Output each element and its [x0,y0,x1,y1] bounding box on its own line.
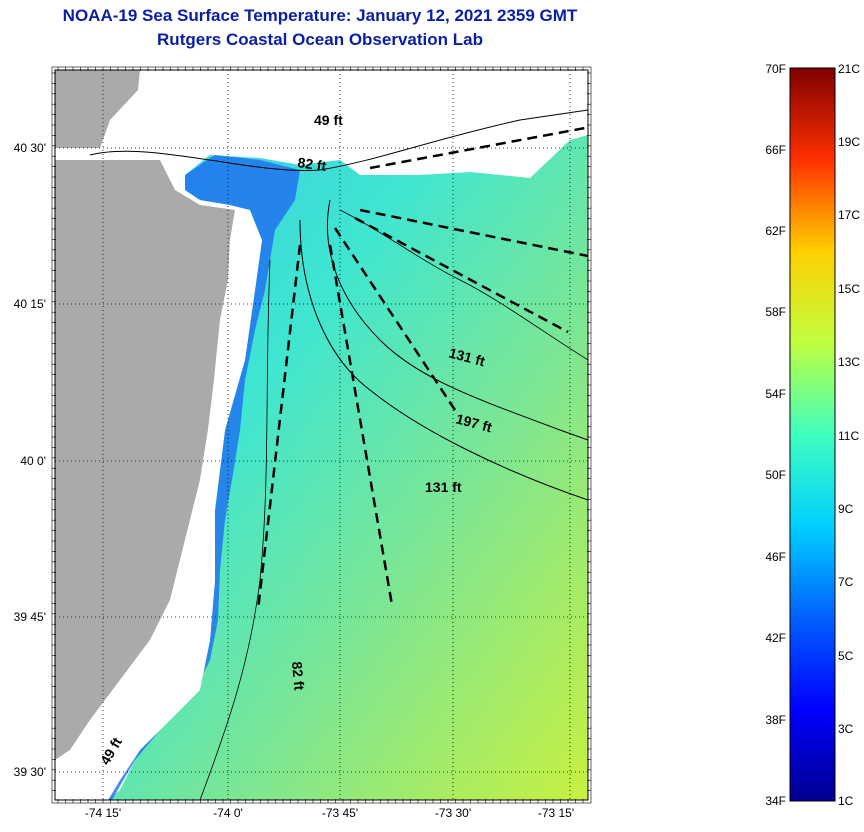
colorbar-f-label: 42F [765,631,786,645]
colorbar-c-label: 17C [838,208,861,222]
colorbar-c-label: 7C [838,575,854,589]
lat-tick-label: 40 15' [13,297,46,311]
colorbar-c-label: 19C [838,135,861,149]
lon-tick-label: -74 15' [84,806,122,820]
lat-tick-label: 39 30' [13,765,46,779]
lon-tick-label: -73 15' [537,806,575,820]
lat-tick-label: 40 30' [13,141,46,155]
colorbar [789,67,836,802]
colorbar-f-label: 46F [765,550,786,564]
colorbar-f-label: 54F [765,387,786,401]
map-title: NOAA-19 Sea Surface Temperature: January… [62,6,578,25]
colorbar-c-label: 13C [838,355,861,369]
colorbar-f-label: 62F [765,224,786,238]
lat-tick-label: 40 0' [20,454,46,468]
colorbar-c-label: 11C [838,429,860,443]
map-subtitle: Rutgers Coastal Ocean Observation Lab [157,30,483,49]
depth-label-82ft-north: 82 ft [297,154,328,174]
colorbar-c-label: 15C [838,282,861,296]
lon-tick-label: -73 45' [321,806,359,820]
colorbar-c-label: 9C [838,502,854,516]
cold-coastal-band [108,155,300,800]
colorbar-f-label: 66F [765,143,786,157]
depth-label-82ft-south: 82 ft [289,661,307,691]
land-mass-nj [55,160,235,760]
lat-tick-label: 39 45' [13,610,46,624]
colorbar-f-label: 58F [765,305,786,319]
depth-label-49ft-north: 49 ft [314,112,343,128]
lon-tick-label: -73 30' [434,806,472,820]
lon-tick-label: -74 0' [213,806,243,820]
colorbar-c-label: 3C [838,722,854,736]
colorbar-f-label: 50F [765,468,786,482]
colorbar-c-label: 5C [838,649,854,663]
colorbar-f-label: 34F [765,794,786,808]
land-mass [55,70,140,148]
colorbar-c-label: 21C [838,62,861,76]
depth-label-131ft-south: 131 ft [425,479,462,495]
colorbar-f-label: 70F [765,62,786,76]
sea-temperature-field [108,135,588,800]
colorbar-c-label: 1C [838,794,854,808]
colorbar-f-label: 38F [765,713,786,727]
